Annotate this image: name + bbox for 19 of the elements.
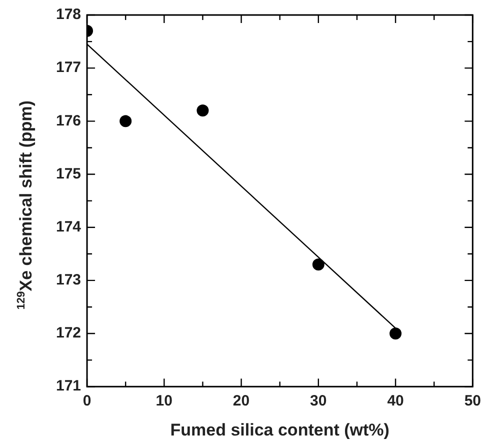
y-tick-label: 171 xyxy=(56,378,82,395)
y-tick-label: 173 xyxy=(56,272,82,289)
point xyxy=(390,328,402,340)
x-tick-label: 20 xyxy=(232,392,250,410)
x-tick-label: 0 xyxy=(82,392,92,410)
point xyxy=(196,104,209,117)
y-tick-label: 175 xyxy=(56,165,82,182)
point xyxy=(312,258,324,271)
point xyxy=(120,115,132,128)
y-tick-label: 176 xyxy=(56,112,82,130)
x-tick-label: 50 xyxy=(464,392,481,410)
y-tick-label: 178 xyxy=(56,6,82,24)
x-axis-title: Fumed silica content (wt%) xyxy=(170,420,390,440)
x-tick-label: 40 xyxy=(387,392,404,410)
y-tick-label: 172 xyxy=(56,324,82,342)
y-tick-label: 174 xyxy=(56,218,82,236)
y-tick-label: 177 xyxy=(56,59,82,76)
x-tick-label: 10 xyxy=(156,392,172,410)
x-tick-label: 30 xyxy=(310,392,327,410)
